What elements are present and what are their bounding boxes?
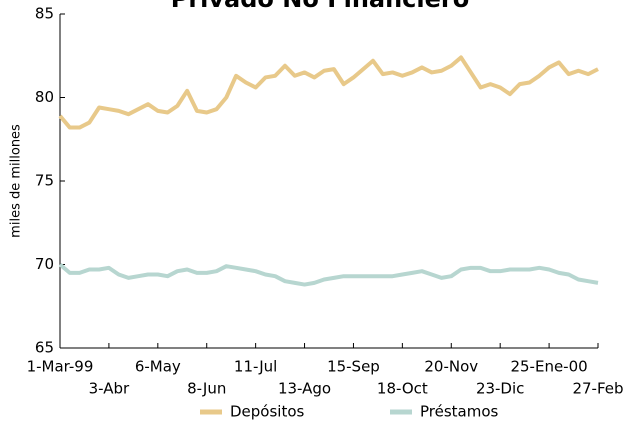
x-tick-label: 8-Jun bbox=[187, 380, 226, 398]
x-tick-label: 1-Mar-99 bbox=[27, 358, 94, 376]
line-series bbox=[58, 55, 599, 130]
x-tick-label: 27-Feb bbox=[572, 380, 623, 398]
x-tick-label: 18-Oct bbox=[377, 380, 428, 398]
x-tick-label: 20-Nov bbox=[424, 358, 478, 376]
x-tick-label: 13-Ago bbox=[278, 380, 331, 398]
x-tick-label: 15-Sep bbox=[327, 358, 380, 376]
x-tick-label: 11-Jul bbox=[234, 358, 277, 376]
x-tick-label: 6-May bbox=[135, 358, 181, 376]
y-tick-label: 75 bbox=[35, 172, 54, 190]
line-series bbox=[58, 262, 599, 287]
y-tick-label: 85 bbox=[35, 5, 54, 23]
y-tick-label: 65 bbox=[35, 339, 54, 357]
y-tick-label: 80 bbox=[35, 88, 54, 106]
chart-title: Privado No Financiero bbox=[171, 0, 470, 13]
x-tick-label: 23-Dic bbox=[476, 380, 524, 398]
y-tick-label: 70 bbox=[35, 255, 54, 273]
legend-label: Préstamos bbox=[420, 403, 499, 421]
legend-label: Depósitos bbox=[230, 403, 305, 421]
x-tick-label: 3-Abr bbox=[89, 380, 130, 398]
x-tick-label: 25-Ene-00 bbox=[510, 358, 587, 376]
y-axis-label: miles de millones bbox=[9, 124, 24, 238]
